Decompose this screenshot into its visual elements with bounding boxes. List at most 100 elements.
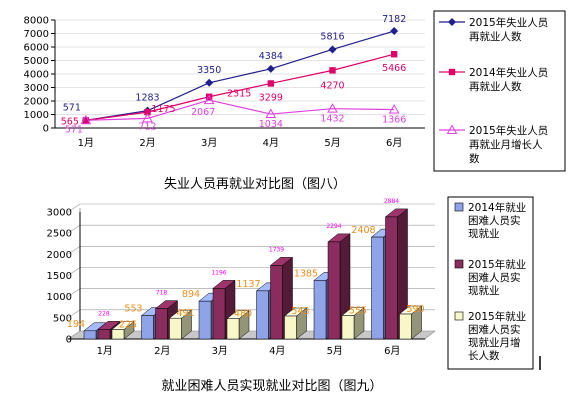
chart2-data-label: 2884 [384, 198, 399, 205]
chart2-data-label: 555 [349, 306, 367, 317]
chart1-point [266, 64, 275, 73]
chart2-legend-label: 长人数 [468, 349, 500, 362]
chart1-title: 失业人员再就业对比图（图八） [164, 177, 346, 192]
chart1-legend-label: 2015年失业人员 [469, 16, 548, 29]
chart2-data-label: 1385 [294, 268, 318, 279]
chart1-point [203, 94, 215, 105]
chart2-gridline-diag [67, 309, 81, 319]
chart2-bar [83, 330, 97, 340]
chart2-bar [371, 236, 384, 340]
chart1-series-line [85, 99, 395, 121]
chart1-point [390, 51, 398, 58]
chart2-data-label: 491 [176, 308, 194, 319]
chart1-point [390, 27, 399, 36]
chart1-legend-label: 2015年失业人员 [469, 124, 548, 137]
chart2-bar [169, 317, 182, 340]
chart2-bar [141, 315, 154, 340]
chart1-legend-marker [446, 124, 458, 134]
chart1-x-tick-labels: 1月 2月 3月 4月 5月 6月 [78, 137, 403, 149]
chart1-data-labels: 571 1283 3350 4384 5816 7182 565 1175 2315 3299 42… [61, 14, 406, 135]
chart2-bar [256, 290, 269, 340]
chart2-y-tick-label: 500 [53, 313, 72, 324]
chart1-y-tick-label: 5000 [24, 56, 49, 67]
chart2-y-tick-labels: 0 500 1000 1500 2000 2500 3000 [47, 208, 72, 346]
chart2-data-label: 553 [124, 304, 142, 315]
chart2-bar [327, 241, 341, 340]
chart1-data-label: 5816 [320, 31, 344, 42]
chart2-legend-swatch [454, 259, 464, 269]
chart1-x-tick-label: 2月 [139, 137, 155, 149]
chart1-markers [80, 27, 400, 125]
reemployment-line-chart: 0 1000 2000 3000 4000 5000 6000 7000 8000 1月 2月 3月… [0, 0, 430, 200]
chart1-data-label: 571 [63, 102, 81, 113]
chart1-data-label: 5466 [382, 63, 406, 74]
chart2-bar [155, 308, 168, 340]
chart1-point [82, 117, 90, 124]
chart2-legend-label: 2014年就业 [468, 201, 526, 214]
chart1-legend-marker [448, 68, 456, 76]
chart1-point [80, 114, 92, 125]
chart2-gridline-diag [67, 246, 81, 255]
chart2-x-tick-labels: 1月 2月 3月 4月 5月 6月 [97, 345, 401, 357]
chart2-data-label: 228 [98, 310, 110, 317]
chart1-point [144, 108, 151, 116]
chart2-x-tick-label: 3月 [212, 345, 228, 357]
chart1-legend: 2015年失业人员再就业人数2014年失业人员再就业人数2015年失业人员再就业… [433, 10, 566, 172]
chart2-data-label: 480 [234, 309, 252, 320]
chart2-legend-label: 困难人员实 [468, 214, 521, 227]
chart1-x-tick-label: 3月 [201, 137, 217, 149]
chart1-data-label: 4270 [320, 80, 344, 91]
chart2-gridline-diag [67, 267, 81, 276]
chart2-data-label: 590 [406, 304, 424, 315]
chart2-bar [198, 300, 212, 340]
chart1-point [329, 67, 336, 74]
chart1-y-tick-labels: 0 1000 2000 3000 4000 5000 6000 7000 8000 [24, 16, 55, 135]
chart2-y-tick-label: 0 [66, 335, 72, 346]
chart1-data-label: 1034 [259, 119, 283, 130]
chart1-series-line [85, 53, 395, 121]
chart2-data-label: 1196 [211, 269, 226, 276]
chart2-bars [83, 208, 423, 340]
chart1-y-tick-label: 2000 [24, 97, 49, 108]
chart1-y-tick-label: 7000 [24, 29, 49, 40]
chart1-point [205, 78, 214, 87]
chart1-legend-label: 再就业月增长人 [469, 138, 543, 151]
chart2-data-label: 2408 [351, 225, 375, 236]
chart2-legend-label: 现就业 [468, 227, 500, 240]
chart1-x-tick-label: 1月 [78, 137, 94, 149]
chart2-x-tick-label: 5月 [327, 345, 343, 357]
chart2-data-label: 2294 [326, 223, 341, 230]
chart1-data-label: 2315 [227, 89, 251, 100]
chart2-x-tick-label: 6月 [384, 345, 400, 357]
chart2-y-tick-label: 1000 [47, 292, 72, 303]
chart1-data-label: 4384 [259, 51, 283, 62]
chart1-point [205, 93, 213, 100]
chart1-series-lines [85, 30, 395, 121]
chart2-legend-label: 现就业月增 [468, 336, 521, 349]
chart1-data-label: 712 [138, 121, 156, 132]
chart1-data-label: 3299 [259, 92, 283, 103]
chart1-y-tick-label: 3000 [24, 83, 49, 94]
chart1-data-label: 2067 [191, 107, 215, 118]
chart2-y-tick-label: 1500 [47, 271, 72, 282]
chart1-gridlines [55, 19, 425, 115]
chart1-point [328, 45, 337, 54]
chart2-gridline-diag [67, 224, 81, 234]
chart1-point [265, 108, 277, 119]
chart2-legend: 2014年就业困难人员实现就业2015年就业困难人员实现就业2015年就业困难人… [447, 196, 534, 370]
chart1-point [327, 103, 338, 113]
chart2-title: 就业困难人员实现就业对比图（图九） [161, 379, 382, 394]
chart2-data-label: 894 [182, 289, 200, 300]
chart2-bar [341, 315, 355, 340]
chart2-bar [226, 318, 240, 340]
chart2-legend-swatch [454, 202, 464, 212]
chart2-y-tick-label: 2000 [47, 250, 72, 261]
chart2-x-tick-label: 4月 [269, 345, 285, 357]
chart2-bar [270, 265, 283, 340]
chart1-data-label: 1366 [382, 115, 406, 126]
chart2-legend-label: 困难人员实 [468, 271, 521, 284]
chart1-data-label: 3350 [197, 65, 221, 76]
chart2-legend-label: 困难人员实 [468, 323, 521, 336]
chart2-bar [284, 315, 297, 340]
